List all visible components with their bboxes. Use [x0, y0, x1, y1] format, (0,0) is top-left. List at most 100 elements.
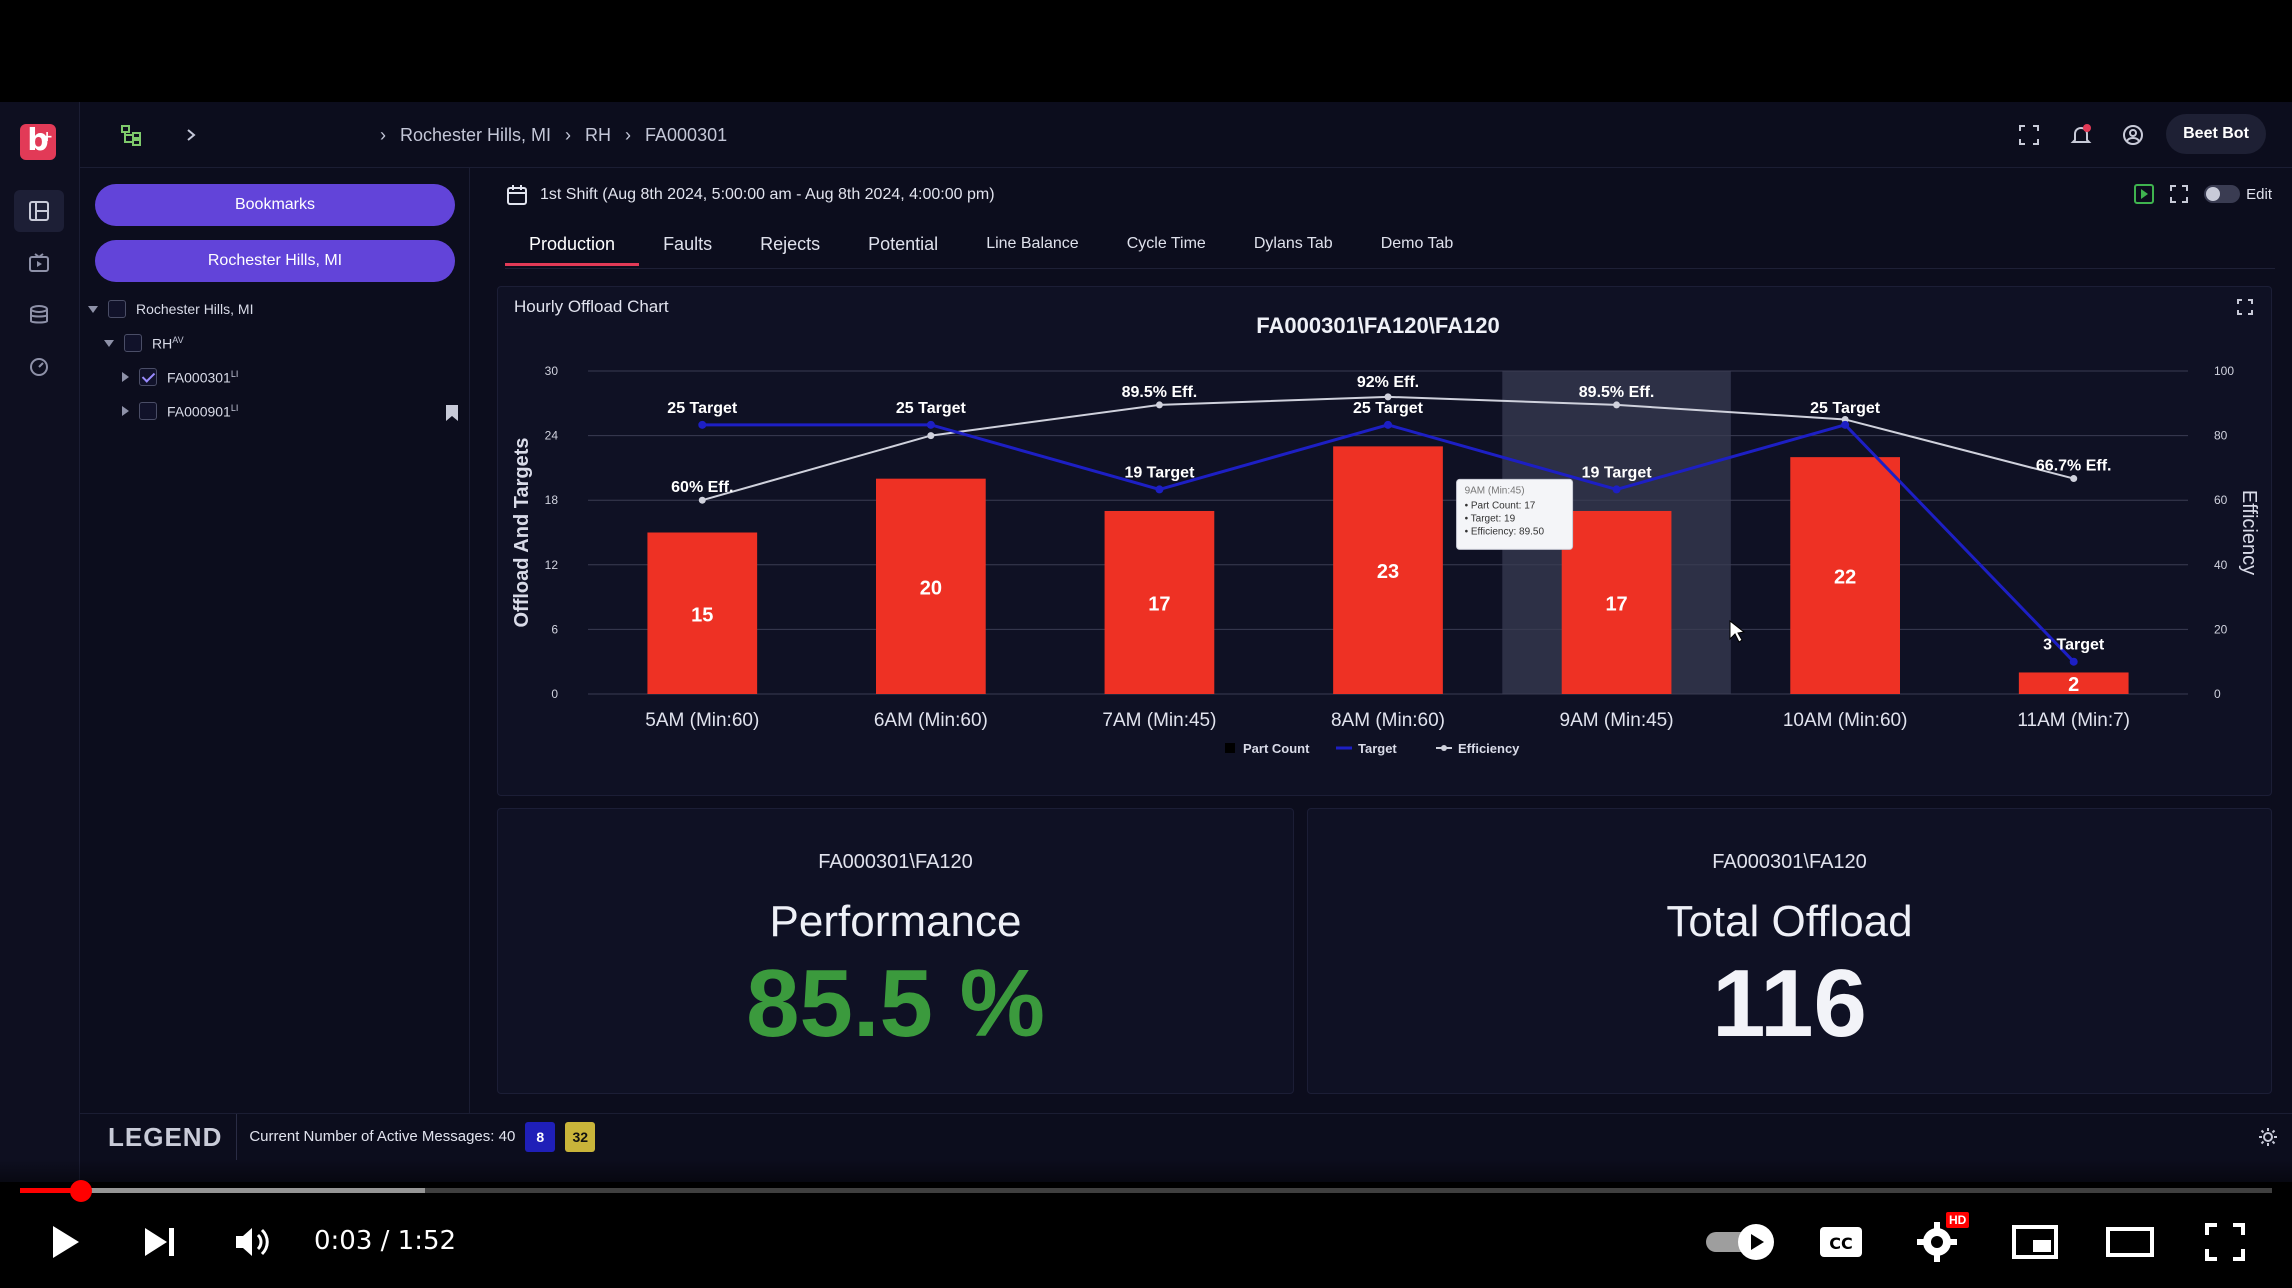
- chart-tooltip: [1456, 478, 1574, 550]
- tooltip-line: • Part Count: 17: [1465, 500, 1536, 511]
- efficiency-data-label: 92% Eff.: [1357, 374, 1419, 391]
- part-count-bar: [1104, 510, 1215, 694]
- edit-label: Edit: [2246, 185, 2272, 203]
- shift-selector[interactable]: 1st Shift (Aug 8th 2024, 5:00:00 am - Au…: [506, 184, 995, 206]
- next-video-icon[interactable]: [138, 1220, 182, 1264]
- tree-item-fa000301[interactable]: FA000301LI: [122, 368, 238, 386]
- autoplay-toggle[interactable]: [1704, 1220, 1776, 1264]
- target-data-label: 19 Target: [1124, 464, 1195, 481]
- breadcrumb-item[interactable]: RH: [585, 124, 612, 145]
- expand-caret-icon[interactable]: [88, 305, 98, 313]
- edit-toggle[interactable]: [2204, 185, 2241, 203]
- fullscreen-icon[interactable]: [2014, 120, 2044, 150]
- expand-card-icon[interactable]: [2237, 299, 2253, 320]
- tree-checkbox[interactable]: [108, 300, 126, 318]
- video-progress-bar[interactable]: [20, 1180, 2272, 1202]
- message-count-badge[interactable]: 8: [525, 1121, 556, 1152]
- tab-demo[interactable]: Demo Tab: [1380, 235, 1454, 252]
- monitor-nav-icon[interactable]: [14, 242, 64, 284]
- hourly-offload-chart[interactable]: FA000301\FA120\FA120 0 6 12 18 24 30 0 20 40 60 80 1…: [498, 287, 2273, 797]
- hierarchy-icon[interactable]: [116, 120, 146, 150]
- tree-checkbox[interactable]: [139, 402, 157, 420]
- dashboard-nav-icon[interactable]: [14, 190, 64, 232]
- theater-mode-icon[interactable]: [2104, 1220, 2156, 1264]
- breadcrumb-item[interactable]: FA000301: [645, 124, 728, 145]
- tree-checkbox[interactable]: [124, 334, 142, 352]
- play-view-icon[interactable]: [2134, 184, 2155, 204]
- bookmark-icon[interactable]: [444, 404, 460, 427]
- left-panel: Bookmarks Rochester Hills, MI Rochester …: [80, 168, 470, 1113]
- app-logo[interactable]: b +: [20, 124, 56, 160]
- speed-nav-icon[interactable]: [14, 346, 64, 388]
- y2-tick-label: 40: [2214, 558, 2228, 572]
- part-count-bar: [1561, 510, 1672, 694]
- tree-item-fa000901[interactable]: FA000901LI: [122, 402, 238, 420]
- app-window: b + › Rochester Hills, MI › RH › FA000301: [0, 102, 2292, 1182]
- x-tick-label: 6AM (Min:60): [874, 710, 988, 731]
- bar-value-label: 22: [1834, 567, 1856, 589]
- part-count-bar: [647, 532, 758, 694]
- expand-view-icon[interactable]: [2170, 185, 2189, 203]
- tree-item-label: FA000901LI: [167, 402, 239, 420]
- x-tick-label: 9AM (Min:45): [1560, 710, 1674, 731]
- message-count-badge[interactable]: 32: [565, 1121, 596, 1152]
- target-data-label: 25 Target: [896, 400, 967, 417]
- part-count-bar: [2018, 672, 2129, 694]
- bar-value-label: 15: [691, 604, 713, 626]
- chevron-right-icon[interactable]: [176, 120, 206, 150]
- expand-caret-icon[interactable]: [122, 372, 129, 382]
- top-header: › Rochester Hills, MI › RH › FA000301 Be…: [80, 102, 2292, 168]
- y2-axis-label: Efficiency: [2238, 490, 2260, 575]
- play-icon[interactable]: [44, 1220, 88, 1264]
- tab-cycle-time[interactable]: Cycle Time: [1126, 235, 1206, 252]
- x-tick-label: 5AM (Min:60): [645, 710, 759, 731]
- y2-tick-label: 80: [2214, 429, 2228, 443]
- tree-item-label: FA000301LI: [167, 368, 239, 386]
- miniplayer-icon[interactable]: [2010, 1220, 2060, 1264]
- legend-swatch: [1225, 743, 1235, 753]
- scrubber-handle[interactable]: [69, 1180, 92, 1202]
- breadcrumb-item[interactable]: Rochester Hills, MI: [400, 124, 552, 145]
- bookmarks-button[interactable]: Bookmarks: [95, 184, 455, 226]
- volume-icon[interactable]: [230, 1220, 276, 1264]
- efficiency-point: [2070, 475, 2078, 483]
- target-point: [1612, 485, 1621, 494]
- tab-dylans[interactable]: Dylans Tab: [1253, 235, 1333, 252]
- legend-entry: Target: [1358, 741, 1397, 756]
- tab-line-balance[interactable]: Line Balance: [986, 235, 1079, 252]
- tab-faults[interactable]: Faults: [663, 234, 713, 254]
- tab-rejects[interactable]: Rejects: [760, 234, 821, 254]
- settings-gear-icon[interactable]: [2258, 1127, 2278, 1152]
- user-profile-icon[interactable]: [2118, 120, 2148, 150]
- buffered-bar: [20, 1188, 426, 1193]
- closed-captions-icon[interactable]: CC: [1818, 1220, 1864, 1264]
- x-tick-label: 8AM (Min:60): [1331, 710, 1445, 731]
- tab-production[interactable]: Production: [505, 222, 640, 266]
- settings-gear-icon[interactable]: [1914, 1220, 1960, 1264]
- expand-caret-icon[interactable]: [122, 406, 129, 416]
- x-tick-label: 7AM (Min:45): [1102, 710, 1216, 731]
- notification-bell-icon[interactable]: [2066, 120, 2096, 150]
- y2-tick-label: 0: [2214, 687, 2221, 701]
- main-content: 1st Shift (Aug 8th 2024, 5:00:00 am - Au…: [471, 168, 2292, 1113]
- breadcrumb: › Rochester Hills, MI › RH › FA000301: [380, 102, 727, 168]
- tab-potential[interactable]: Potential: [868, 234, 939, 254]
- location-button[interactable]: Rochester Hills, MI: [95, 240, 455, 282]
- tree-checkbox[interactable]: [139, 368, 157, 386]
- legend-entry: Efficiency: [1458, 741, 1520, 756]
- tab-bar: Production Faults Rejects Potential Line…: [505, 222, 1477, 266]
- bar-value-label: 17: [1605, 593, 1627, 615]
- database-nav-icon[interactable]: [14, 294, 64, 336]
- performance-card: FA000301\FA120 Performance 85.5 %: [497, 808, 1294, 1094]
- tree-item-rochester-hills[interactable]: Rochester Hills, MI: [88, 300, 253, 318]
- expand-caret-icon[interactable]: [104, 339, 114, 347]
- tree-item-label: RHAV: [152, 334, 184, 352]
- tree-item-label: Rochester Hills, MI: [136, 301, 254, 317]
- fullscreen-icon[interactable]: [2202, 1220, 2248, 1264]
- performance-title: Performance: [769, 897, 1022, 946]
- tree-item-rh[interactable]: RHAV: [104, 334, 184, 352]
- target-data-label: 3 Target: [2043, 637, 2105, 654]
- performance-subtitle: FA000301\FA120: [818, 851, 973, 873]
- user-menu-button[interactable]: Beet Bot: [2166, 114, 2266, 154]
- y2-tick-label: 20: [2214, 622, 2228, 636]
